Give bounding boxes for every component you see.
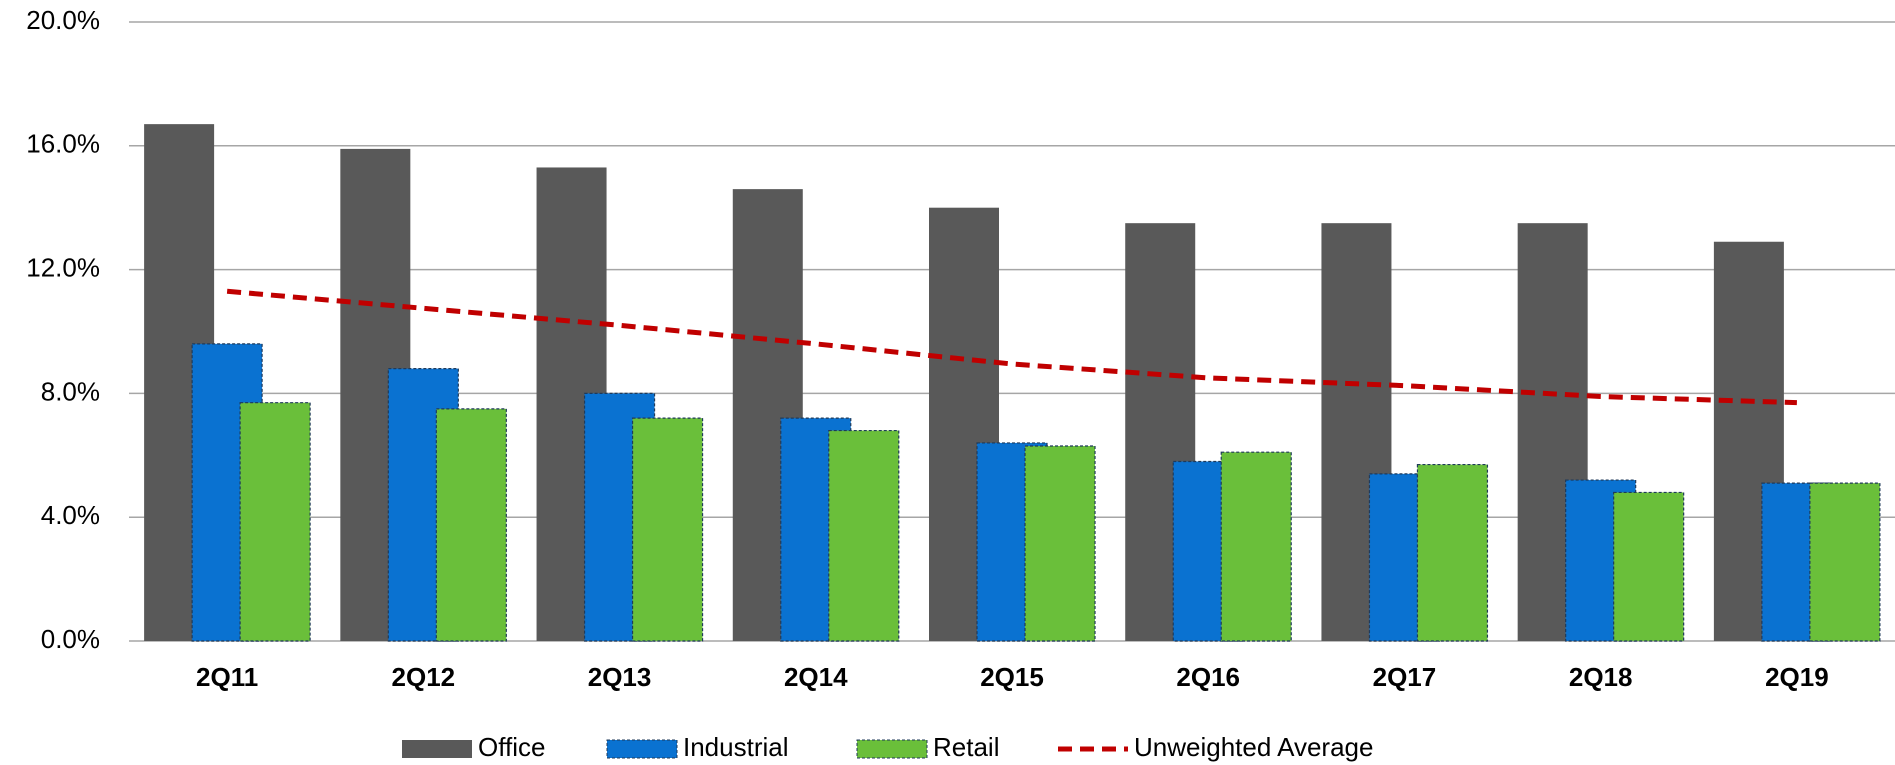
x-tick-label: 2Q16 — [1176, 662, 1240, 692]
legend-swatch — [856, 739, 928, 759]
x-tick-label: 2Q18 — [1569, 662, 1633, 692]
y-tick-label: 16.0% — [26, 129, 100, 159]
x-tick-label: 2Q14 — [784, 662, 848, 692]
x-tick-label: 2Q13 — [588, 662, 652, 692]
y-tick-label: 8.0% — [41, 376, 100, 406]
legend-swatch — [606, 739, 678, 759]
legend-label: Unweighted Average — [1134, 732, 1373, 762]
y-tick-label: 20.0% — [26, 5, 100, 35]
x-tick-label: 2Q17 — [1373, 662, 1437, 692]
y-tick-label: 12.0% — [26, 252, 100, 282]
bar — [828, 429, 900, 642]
legend-label: Industrial — [683, 732, 789, 762]
x-tick-label: 2Q12 — [392, 662, 456, 692]
x-tick-label: 2Q15 — [980, 662, 1044, 692]
bar — [631, 417, 704, 642]
bar — [1220, 451, 1292, 642]
legend-label: Office — [478, 732, 545, 762]
bar — [1809, 482, 1881, 642]
legend-swatch — [402, 740, 472, 758]
y-tick-label: 0.0% — [41, 624, 100, 654]
x-tick-label: 2Q19 — [1765, 662, 1829, 692]
bar — [239, 402, 311, 642]
bar — [1613, 491, 1685, 642]
legend-label: Retail — [933, 732, 999, 762]
y-tick-label: 4.0% — [41, 500, 100, 530]
x-tick-label: 2Q11 — [196, 662, 258, 692]
bar — [435, 408, 507, 642]
bar — [1416, 463, 1489, 642]
bar — [1024, 445, 1096, 642]
